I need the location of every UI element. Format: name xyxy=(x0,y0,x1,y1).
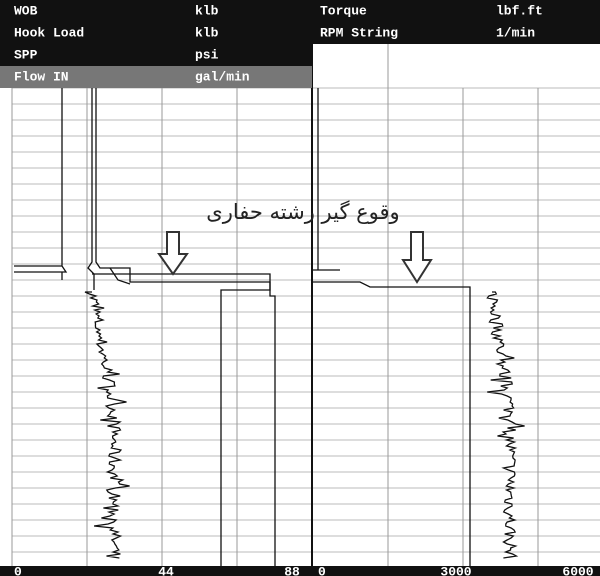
trace xyxy=(87,88,95,290)
header-label: SPP xyxy=(14,47,38,62)
header-unit: psi xyxy=(195,47,219,62)
trace xyxy=(313,88,471,566)
trace xyxy=(84,291,130,559)
arrow xyxy=(157,231,189,276)
axis-label: 0 xyxy=(318,564,326,576)
header-label: Hook Load xyxy=(14,25,84,40)
header-label: WOB xyxy=(14,3,38,18)
header-label: Flow IN xyxy=(14,69,69,84)
axis: 0 44 88 0 3000 6000 xyxy=(14,564,594,576)
header-label: RPM String xyxy=(320,25,398,40)
axis-label: 0 xyxy=(14,564,22,576)
axis-label: 44 xyxy=(158,564,174,576)
arrow xyxy=(401,231,433,284)
trace xyxy=(95,88,276,566)
header-label: Torque xyxy=(320,3,367,18)
header-row xyxy=(0,0,312,22)
annotation: وقوع گیر رشته حفاری xyxy=(206,200,399,224)
trace xyxy=(109,267,131,285)
trace xyxy=(92,273,271,566)
grid xyxy=(11,44,600,566)
traces xyxy=(14,88,525,566)
header-row xyxy=(312,22,600,44)
header-unit: gal/min xyxy=(195,69,250,84)
axis-label: 88 xyxy=(284,564,300,576)
header-row xyxy=(312,0,600,22)
header-row xyxy=(0,66,312,88)
trace xyxy=(486,291,525,559)
header-unit: klb xyxy=(195,25,219,40)
header-unit: 1/min xyxy=(496,25,535,40)
header-row xyxy=(0,44,312,66)
header: WOB klb Hook Load klb SPP psi Flow IN gal/min To… xyxy=(0,0,600,88)
header-unit: lbf.ft xyxy=(496,3,543,18)
axis-label: 3000 xyxy=(440,564,471,576)
header-row xyxy=(0,22,312,44)
trace xyxy=(14,88,68,280)
axis-label: 6000 xyxy=(562,564,593,576)
header-unit: klb xyxy=(195,3,219,18)
axis-strip xyxy=(0,566,600,576)
